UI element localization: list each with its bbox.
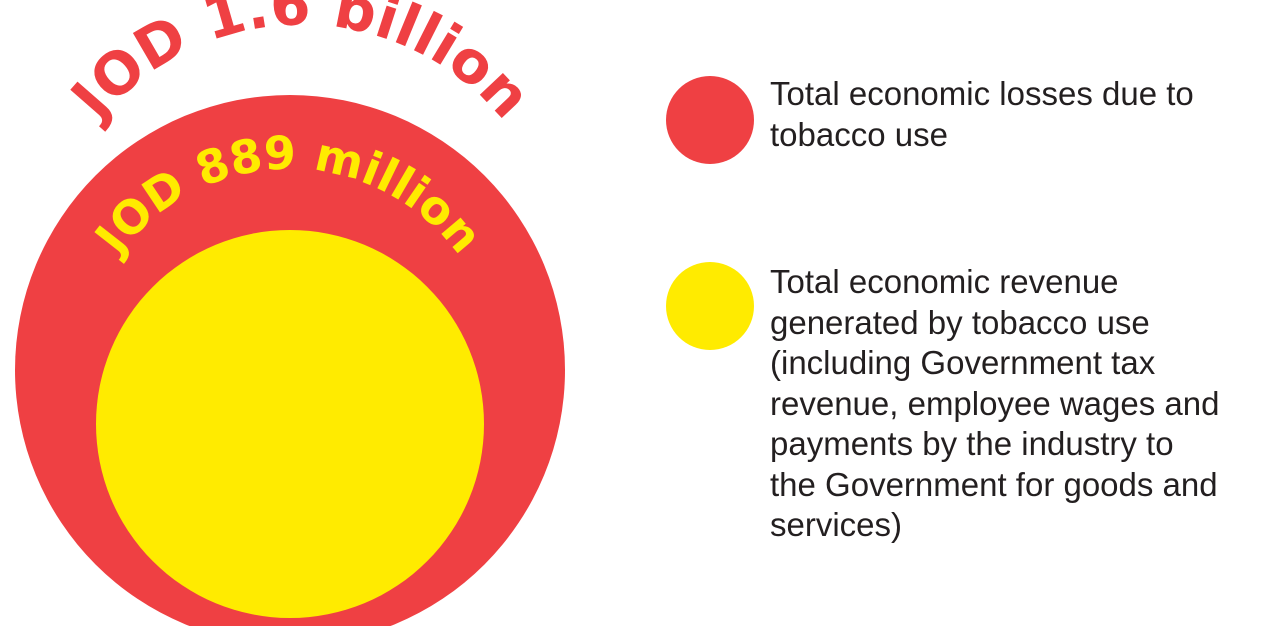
revenue-circle (96, 230, 484, 618)
revenue-swatch (666, 262, 754, 350)
losses-swatch (666, 76, 754, 164)
revenue-legend-label: Total economic revenue generated by toba… (770, 263, 1220, 543)
losses-legend-label: Total economic losses due to tobacco use (770, 75, 1194, 153)
